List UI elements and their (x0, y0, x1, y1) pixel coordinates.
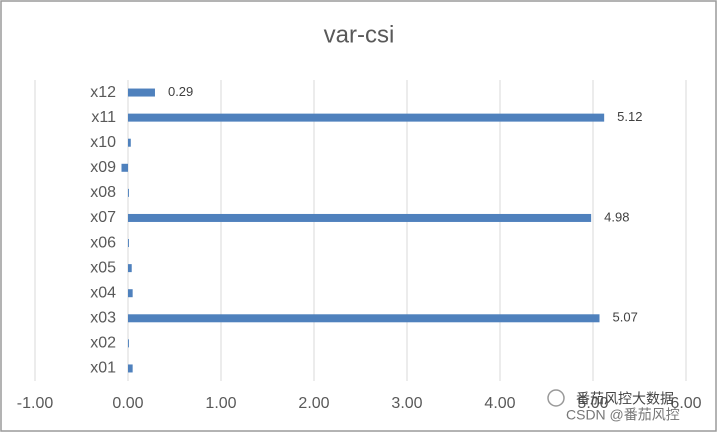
x-tick-label: -1.00 (17, 395, 54, 412)
x-tick-label: 2.00 (298, 395, 329, 412)
y-tick-label: x12 (90, 84, 116, 101)
value-label: 4.98 (604, 209, 629, 224)
bar (128, 138, 131, 147)
x-tick-label: 0.00 (112, 395, 143, 412)
watermark-text: CSDN @番茄风控 (566, 407, 680, 423)
y-tick-label: x02 (90, 335, 116, 352)
watermark-text: 番茄风控大数据 (576, 391, 674, 407)
bar (128, 339, 129, 348)
x-tick-label: 6.00 (670, 395, 701, 412)
bar (128, 264, 132, 273)
y-tick-label: x03 (90, 310, 116, 327)
value-label: 0.29 (168, 84, 193, 99)
y-tick-label: x09 (90, 159, 116, 176)
chart-title: var-csi (324, 21, 395, 48)
y-tick-label: x04 (90, 284, 116, 301)
y-tick-label: x05 (90, 259, 116, 276)
value-label: 5.12 (617, 109, 642, 124)
x-tick-label: 5.00 (577, 395, 608, 412)
y-tick-label: x08 (90, 184, 116, 201)
bar (128, 213, 592, 222)
x-tick-label: 3.00 (391, 395, 422, 412)
y-tick-label: x06 (90, 234, 116, 251)
bar (128, 188, 129, 197)
value-label: 5.07 (613, 310, 638, 325)
bar (128, 113, 605, 122)
watermark: 番茄风控大数据 CSDN @番茄风控 (547, 389, 680, 423)
bar (128, 314, 600, 323)
y-tick-label: x10 (90, 134, 116, 151)
x-tick-label: 4.00 (484, 395, 515, 412)
watermark-icon (547, 389, 565, 407)
y-tick-label: x11 (91, 109, 116, 126)
x-tick-label: 1.00 (205, 395, 236, 412)
bar (128, 88, 155, 97)
bar (128, 239, 129, 248)
bar (121, 163, 128, 172)
bar (128, 364, 133, 373)
y-tick-label: x01 (90, 360, 116, 377)
y-tick-label: x07 (90, 209, 116, 226)
bar (128, 289, 133, 298)
